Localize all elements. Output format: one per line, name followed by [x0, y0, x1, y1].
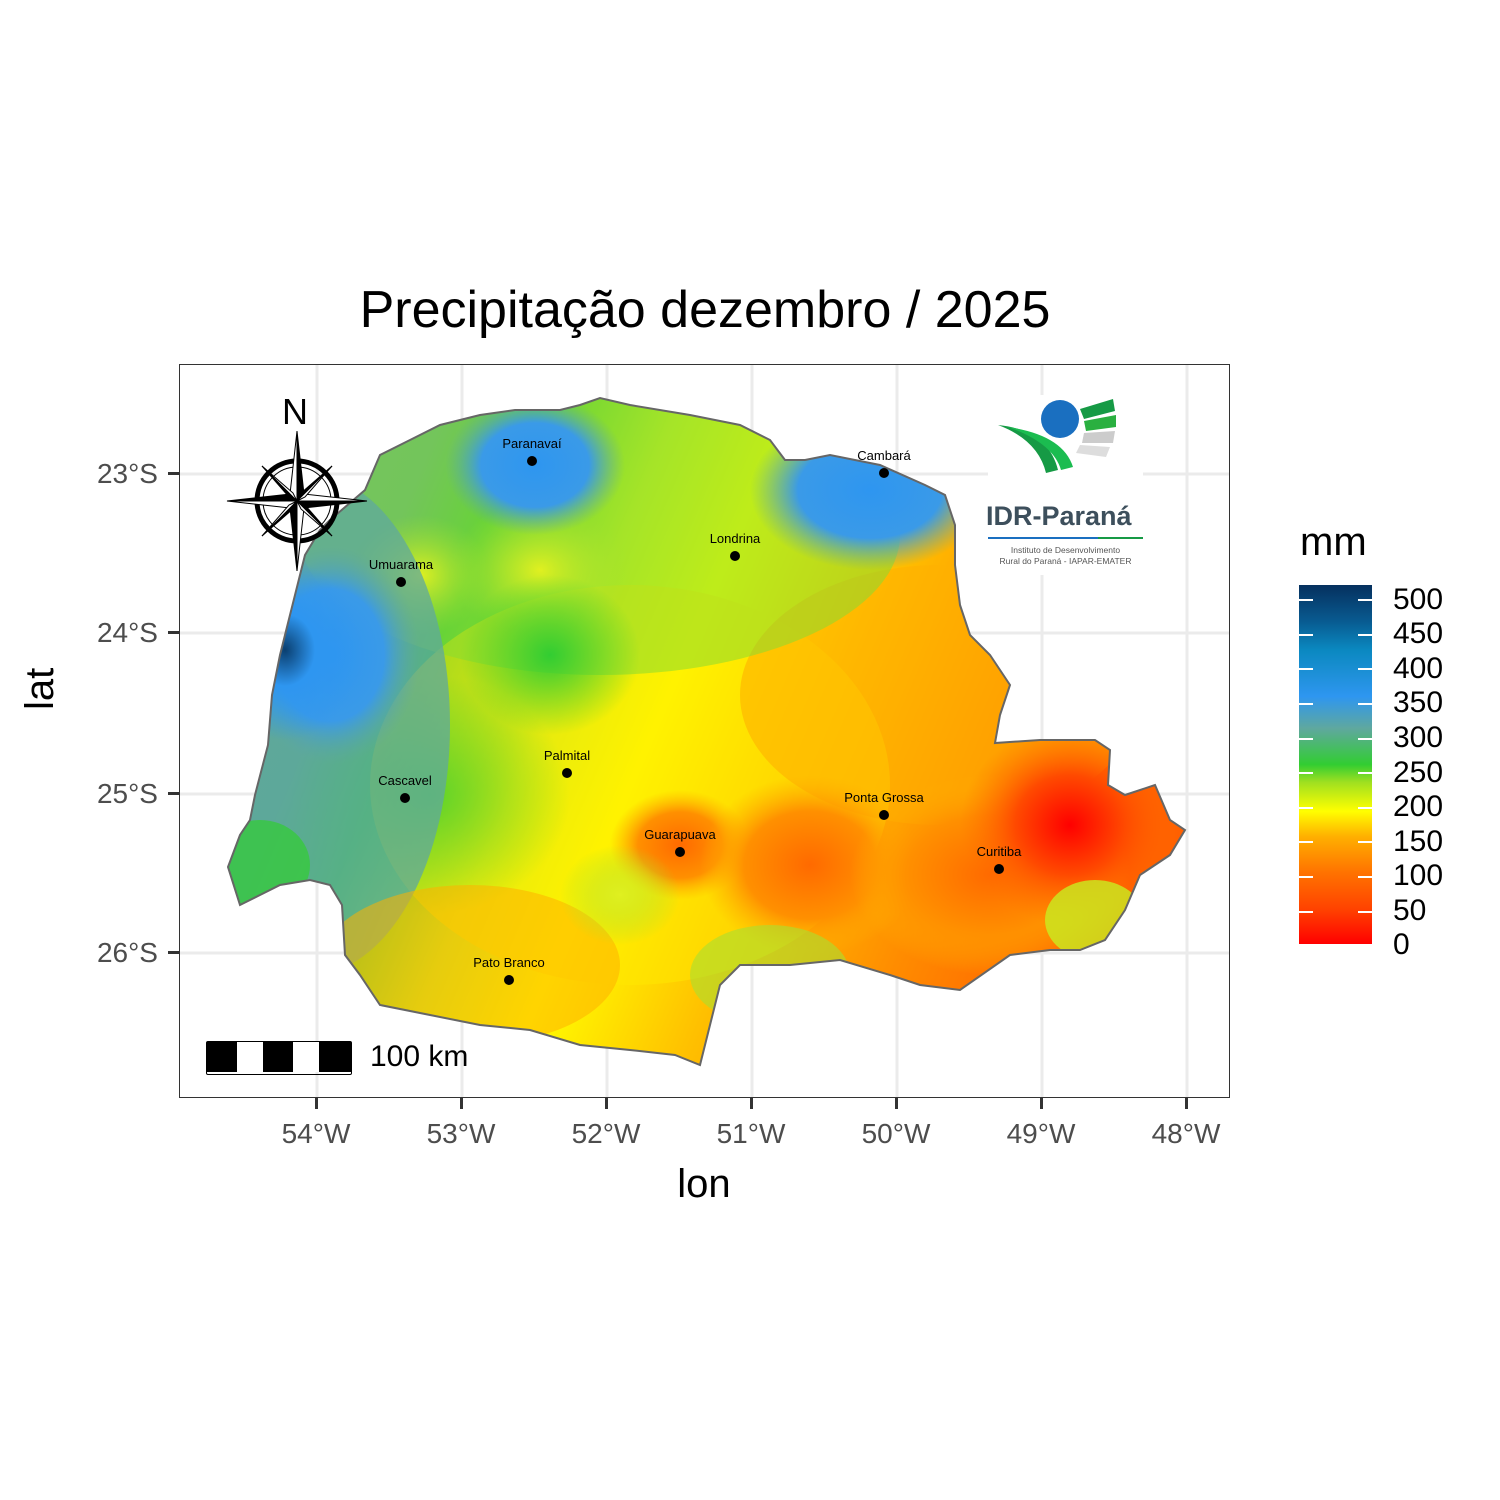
north-arrow-icon	[226, 430, 368, 572]
x-axis-label: lon	[677, 1162, 731, 1206]
legend-label-500: 500	[1393, 583, 1444, 616]
x-tick-49w: 49°W	[1006, 1118, 1076, 1149]
logo-subtitle-1: Instituto de Desenvolvimento	[1010, 545, 1121, 555]
x-tick-mark	[1040, 1098, 1043, 1109]
city-label-palmital: Palmital	[543, 748, 591, 763]
city-label-umuarama: Umuarama	[368, 557, 434, 572]
logo-divider-blue	[988, 537, 1098, 539]
x-tick-52w: 52°W	[571, 1118, 641, 1149]
x-tick-mark	[1185, 1098, 1188, 1109]
city-label-paranavai: Paranavaí	[502, 436, 562, 451]
legend-label-400: 400	[1393, 652, 1444, 685]
x-tick-mark	[895, 1098, 898, 1109]
x-tick-53w: 53°W	[426, 1118, 496, 1149]
legend-label-450: 450	[1393, 617, 1444, 650]
city-dot-cambara	[879, 468, 889, 478]
scale-bar-label: 100 km	[370, 1040, 469, 1073]
x-tick-mark	[460, 1098, 463, 1109]
y-tick-mark	[168, 472, 179, 475]
city-dot-paranavai	[527, 456, 537, 466]
x-tick-54w: 54°W	[281, 1118, 351, 1149]
y-tick-mark	[168, 792, 179, 795]
logo-title: IDR-Paraná	[986, 501, 1132, 531]
legend-label-350: 350	[1393, 686, 1444, 719]
legend-title: mm	[1300, 520, 1367, 564]
city-dot-ponta-grossa	[879, 810, 889, 820]
y-tick-mark	[168, 951, 179, 954]
idr-logo-icon	[988, 395, 1143, 575]
city-dot-cascavel	[400, 793, 410, 803]
x-tick-mark	[750, 1098, 753, 1109]
city-dot-guarapuava	[675, 847, 685, 857]
state-border	[226, 396, 1187, 1067]
y-tick-23s: 23°S	[96, 458, 158, 489]
city-dot-londrina	[730, 551, 740, 561]
north-label: N	[282, 391, 308, 432]
x-tick-48w: 48°W	[1151, 1118, 1221, 1149]
legend-label-0: 0	[1393, 928, 1410, 961]
map-panel: IDR-Paraná Instituto de Desenvolvimento …	[179, 364, 1230, 1098]
x-tick-51w: 51°W	[716, 1118, 786, 1149]
legend-label-300: 300	[1393, 721, 1444, 754]
y-tick-mark	[168, 631, 179, 634]
logo-subtitle-2: Rural do Paraná - IAPAR-EMATER	[999, 556, 1132, 566]
city-label-ponta-grossa: Ponta Grossa	[844, 790, 924, 805]
legend-label-250: 250	[1393, 756, 1444, 789]
city-label-pato-branco: Pato Branco	[473, 955, 545, 970]
city-label-cascavel: Cascavel	[378, 773, 432, 788]
precipitation-map	[180, 365, 1229, 1097]
x-tick-mark	[315, 1098, 318, 1109]
y-axis-label: lat	[18, 667, 62, 710]
chart-title: Precipitação dezembro / 2025	[359, 281, 1051, 339]
y-tick-25s: 25°S	[96, 778, 158, 809]
city-label-guarapuava: Guarapuava	[644, 827, 716, 842]
legend-colorbar	[1299, 585, 1372, 944]
city-label-londrina: Londrina	[709, 531, 761, 546]
legend-label-50: 50	[1393, 894, 1427, 927]
legend-label-200: 200	[1393, 790, 1444, 823]
scale-bar	[206, 1041, 352, 1075]
city-dot-pato-branco	[504, 975, 514, 985]
city-dot-umuarama	[396, 577, 406, 587]
legend-label-150: 150	[1393, 825, 1444, 858]
y-tick-26s: 26°S	[96, 937, 158, 968]
y-tick-24s: 24°S	[96, 617, 158, 648]
city-dot-curitiba	[994, 864, 1004, 874]
x-tick-mark	[605, 1098, 608, 1109]
city-label-cambara: Cambará	[857, 448, 911, 463]
city-dot-palmital	[562, 768, 572, 778]
city-label-curitiba: Curitiba	[976, 844, 1022, 859]
legend-label-100: 100	[1393, 859, 1444, 892]
logo-divider-green	[1098, 537, 1143, 539]
x-tick-50w: 50°W	[861, 1118, 931, 1149]
